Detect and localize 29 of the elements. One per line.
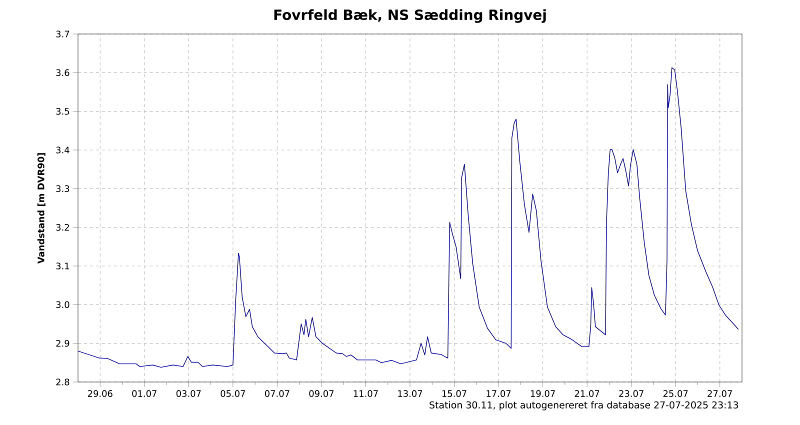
x-tick-label: 13.07 [398,390,422,397]
x-tick-label: 07.07 [264,390,290,397]
y-tick-label: 2.8 [56,378,70,386]
x-tick-label: 19.07 [530,390,555,397]
y-tick-label: 3.6 [56,69,70,76]
x-tick-label: 29.06 [88,390,112,397]
x-tick-label: 23.07 [619,390,644,397]
x-tick-label: 01.07 [132,390,156,397]
x-tick-label: 05.07 [220,390,246,397]
x-tick-label: 03.07 [176,390,201,397]
x-tick-label: 09.07 [309,390,334,397]
y-tick-label: 3.7 [56,30,70,38]
text: Station 30.11, plot autogenereret fra database 27-07-2025 23:13 [430,401,738,410]
x-tick-label: 21.07 [574,390,600,397]
y-tick-label: 3.5 [56,108,70,115]
y-tick-label: 3.1 [56,262,70,270]
y-axis-title: Vandstand [m DVR90] [37,153,46,264]
chart-title: Fovrfeld Bæk, NS Sædding Ringvej [274,9,546,23]
line-series [78,67,739,368]
y-tick-label: 3.0 [56,301,70,308]
y-tick-label: 2.9 [56,340,70,347]
x-tick-label: 27.07 [708,390,732,397]
y-tick-label: 3.2 [56,224,69,231]
x-tick-label: 17.07 [486,390,511,397]
x-tick-label: 15.07 [442,390,466,397]
x-tick-label: 25.07 [663,390,688,397]
x-tick-label: 11.07 [354,390,378,397]
y-tick-label: 3.4 [56,146,70,154]
y-tick-label: 3.3 [56,185,70,192]
